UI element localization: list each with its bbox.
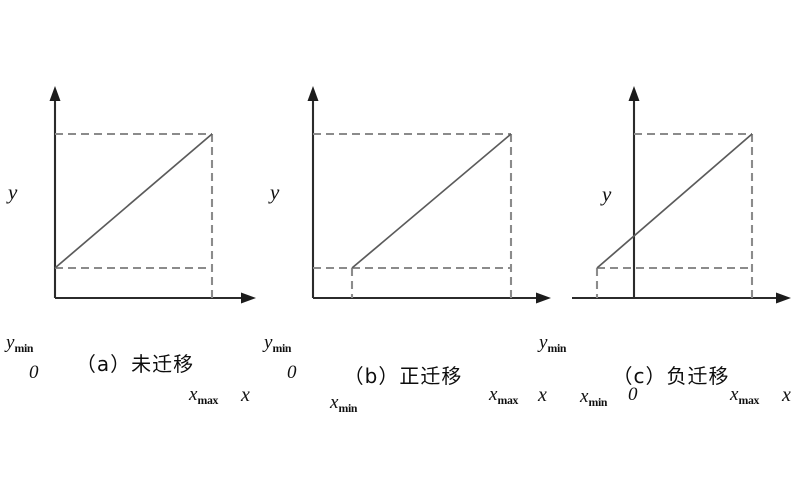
x-axis-label-a: x [241,384,250,406]
chart-panel-a: y ymin 0 xmax x （a）未迁移 [0,80,270,406]
x-min-base-c: x [580,386,589,407]
x-min-base-b: x [330,392,339,413]
x-max-base-c: x [730,384,739,405]
y-min-sub-c: min [547,341,567,355]
x-max-sub-c: max [738,393,760,407]
plot-c [572,86,791,304]
origin-label-b: 0 [287,362,297,383]
x-max-base-a: x [189,384,198,405]
x-axis-label-c: x [782,384,791,406]
y-min-base-c: y [539,332,548,353]
origin-label-a: 0 [29,362,39,383]
x-min-sub-b: min [338,401,358,415]
y-min-sub-a: min [14,341,34,355]
chart-panel-b: y ymin 0 xmin xmax x （b）正迁移 [264,80,551,414]
y-axis-label-c: y [602,182,612,206]
y-min-label-b: ymin [264,333,291,355]
x-min-sub-c: min [588,395,608,409]
y-min-sub-b: min [272,341,292,355]
x-axis-arrow-b [536,292,551,304]
plot-a [49,86,256,304]
y-min-base-a: y [6,332,15,353]
caption-a: （a）未迁移 [75,352,195,376]
y-axis-label-b: y [270,180,280,204]
data-line-b [351,133,512,269]
y-min-base-b: y [264,332,273,353]
x-axis-label-b: x [538,384,547,406]
y-min-label-a: ymin [6,333,33,355]
x-max-base-b: x [489,384,498,405]
x-min-label-b: xmin [330,393,357,415]
x-axis-arrow-c [776,292,791,304]
x-max-label-c: xmax [730,385,759,407]
y-axis-arrow-a [49,86,61,101]
plot-b [307,86,551,304]
x-min-label-c: xmin [580,387,607,409]
y-axis-arrow-c [628,86,640,101]
chart-panel-c: y ymin xmin 0 xmax x （c）负迁移 [536,80,800,408]
x-max-sub-b: max [497,393,519,407]
caption-c: （c）负迁移 [612,364,730,388]
origin-label-c: 0 [628,384,638,405]
data-line-c [596,133,753,269]
x-max-label-b: xmax [489,385,518,407]
data-line-a [54,133,213,269]
x-axis-arrow-a [241,292,256,304]
y-axis-label-a: y [8,180,18,204]
x-max-sub-a: max [197,393,219,407]
x-max-label-a: xmax [189,385,218,407]
caption-b: （b）正迁移 [343,364,463,388]
y-min-label-c: ymin [539,333,566,355]
y-axis-arrow-b [307,86,319,101]
